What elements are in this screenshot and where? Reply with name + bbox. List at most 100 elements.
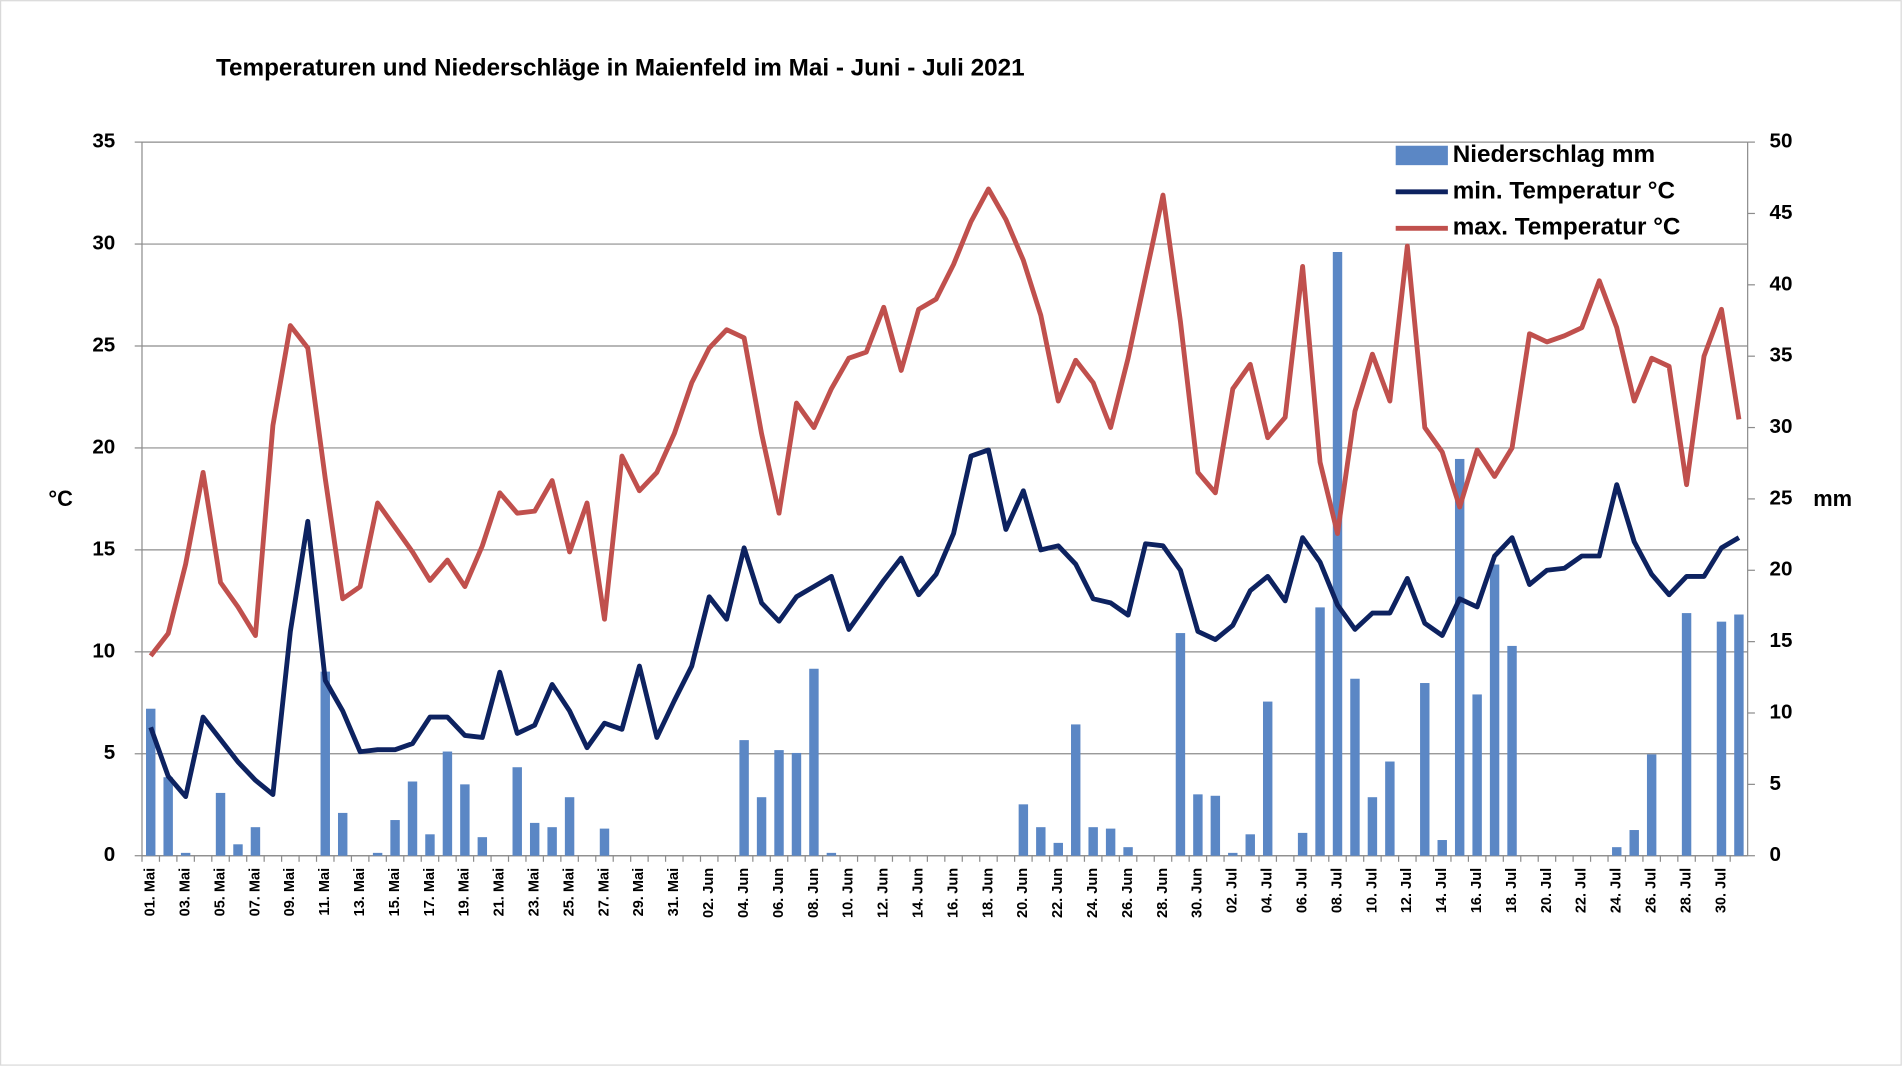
bar <box>1297 832 1308 856</box>
x-tick-label: 11. Mai <box>317 868 333 916</box>
bar <box>756 797 767 856</box>
bar <box>1123 847 1133 856</box>
x-tick-label: 23. Mai <box>527 868 543 917</box>
x-tick-label: 18. Jul <box>1504 868 1520 913</box>
x-tick-label: 25. Mai <box>561 868 577 917</box>
x-tick-group: 05. Mai <box>212 868 228 917</box>
bar <box>460 784 470 856</box>
y2-tick-label: 40 <box>1769 272 1792 295</box>
x-tick-label: 24. Jul <box>1609 868 1625 913</box>
x-tick-group: 06. Jun <box>771 868 787 918</box>
x-tick-group: 08. Jul <box>1329 868 1345 913</box>
x-tick-group: 19. Mai <box>457 868 473 917</box>
bar <box>320 671 330 856</box>
x-tick-group: 15. Mai <box>387 868 403 917</box>
bar <box>599 828 610 856</box>
x-tick-label: 28. Jun <box>1155 868 1171 918</box>
x-tick-label: 08. Jun <box>806 868 822 918</box>
x-tick-label: 10. Jun <box>841 868 857 918</box>
x-tick-group: 02. Jun <box>701 868 717 918</box>
y2-tick-label: 15 <box>1769 629 1792 652</box>
bar <box>1053 842 1063 856</box>
legend-label: max. Temperatur °C <box>1453 214 1681 241</box>
x-tick-group: 13. Mai <box>352 868 368 917</box>
x-tick-group: 21. Mai <box>492 868 508 917</box>
x-tick-label: 31. Mai <box>666 868 682 917</box>
x-tick-group: 04. Jul <box>1260 868 1276 913</box>
x-tick-group: 27. Mai <box>596 868 612 917</box>
x-tick-label: 12. Jun <box>876 868 892 918</box>
y2-tick-label: 45 <box>1769 201 1792 224</box>
bar <box>146 708 156 856</box>
x-tick-group: 02. Jul <box>1225 868 1241 913</box>
x-tick-label: 30. Jun <box>1190 868 1206 918</box>
bar <box>512 767 522 856</box>
legend-label: min. Temperatur °C <box>1453 177 1675 204</box>
x-tick-label: 04. Jul <box>1260 868 1276 913</box>
y2-tick-label: 25 <box>1769 486 1792 509</box>
x-tick-group: 29. Mai <box>631 868 647 917</box>
line <box>148 186 1742 658</box>
x-tick-group: 17. Mai <box>422 868 438 917</box>
bar <box>1454 458 1465 856</box>
x-tick-label: 08. Jul <box>1329 868 1345 913</box>
bar <box>250 827 261 856</box>
x-tick-group: 12. Jul <box>1399 868 1415 913</box>
y2-tick-label: 50 <box>1769 130 1792 153</box>
bar <box>1018 804 1029 856</box>
bar <box>1734 614 1744 856</box>
x-tick-label: 02. Jul <box>1225 868 1241 913</box>
x-tick-group: 12. Jun <box>876 868 892 918</box>
y2-tick-label: 35 <box>1769 344 1792 367</box>
x-tick-label: 15. Mai <box>387 868 403 917</box>
x-tick-label: 26. Jul <box>1644 868 1660 913</box>
x-tick-label: 01. Mai <box>143 868 159 917</box>
bar <box>442 751 453 856</box>
x-tick-group: 18. Jul <box>1504 868 1520 913</box>
bar <box>547 827 557 856</box>
bar <box>1420 683 1430 856</box>
x-tick-group: 26. Jun <box>1120 868 1136 918</box>
x-tick-group: 11. Mai <box>317 868 333 916</box>
x-tick-group: 24. Jun <box>1085 868 1101 918</box>
x-tick-label: 05. Mai <box>212 868 228 917</box>
bar <box>1175 633 1186 856</box>
bar <box>1262 701 1273 856</box>
x-tick-label: 22. Jul <box>1574 868 1590 913</box>
x-tick-group: 20. Jun <box>1015 868 1031 918</box>
bar <box>407 781 418 856</box>
x-tick-group: 20. Jul <box>1539 868 1555 913</box>
x-tick-group: 10. Jun <box>841 868 857 918</box>
y2-tick-label: 30 <box>1769 415 1792 438</box>
x-tick-label: 27. Mai <box>596 868 612 917</box>
bar <box>163 777 173 856</box>
bar <box>1332 251 1343 856</box>
bar <box>529 822 540 856</box>
bar <box>1437 840 1447 856</box>
bar <box>1193 794 1203 856</box>
x-tick-label: 17. Mai <box>422 868 438 917</box>
legend-swatch <box>1395 145 1448 166</box>
x-tick-label: 03. Mai <box>177 868 193 917</box>
bar <box>1245 834 1255 856</box>
bar <box>1088 827 1098 856</box>
y-tick-label: 0 <box>104 843 115 866</box>
x-tick-label: 24. Jun <box>1085 868 1101 918</box>
bar <box>774 750 784 856</box>
bar <box>1367 797 1378 856</box>
x-tick-label: 14. Jun <box>910 868 926 918</box>
bar <box>1315 607 1325 856</box>
bar <box>1681 613 1692 856</box>
legend-label: Niederschlag mm <box>1453 141 1655 168</box>
y-tick-label: 35 <box>92 130 115 153</box>
x-tick-label: 21. Mai <box>492 868 508 917</box>
x-tick-group: 24. Jul <box>1609 868 1625 913</box>
x-tick-group: 30. Jun <box>1190 868 1206 918</box>
bar <box>739 740 749 856</box>
x-tick-group: 26. Jul <box>1644 868 1660 913</box>
bar <box>180 852 191 856</box>
bar <box>390 820 400 856</box>
y-tick-label: 10 <box>92 639 115 662</box>
